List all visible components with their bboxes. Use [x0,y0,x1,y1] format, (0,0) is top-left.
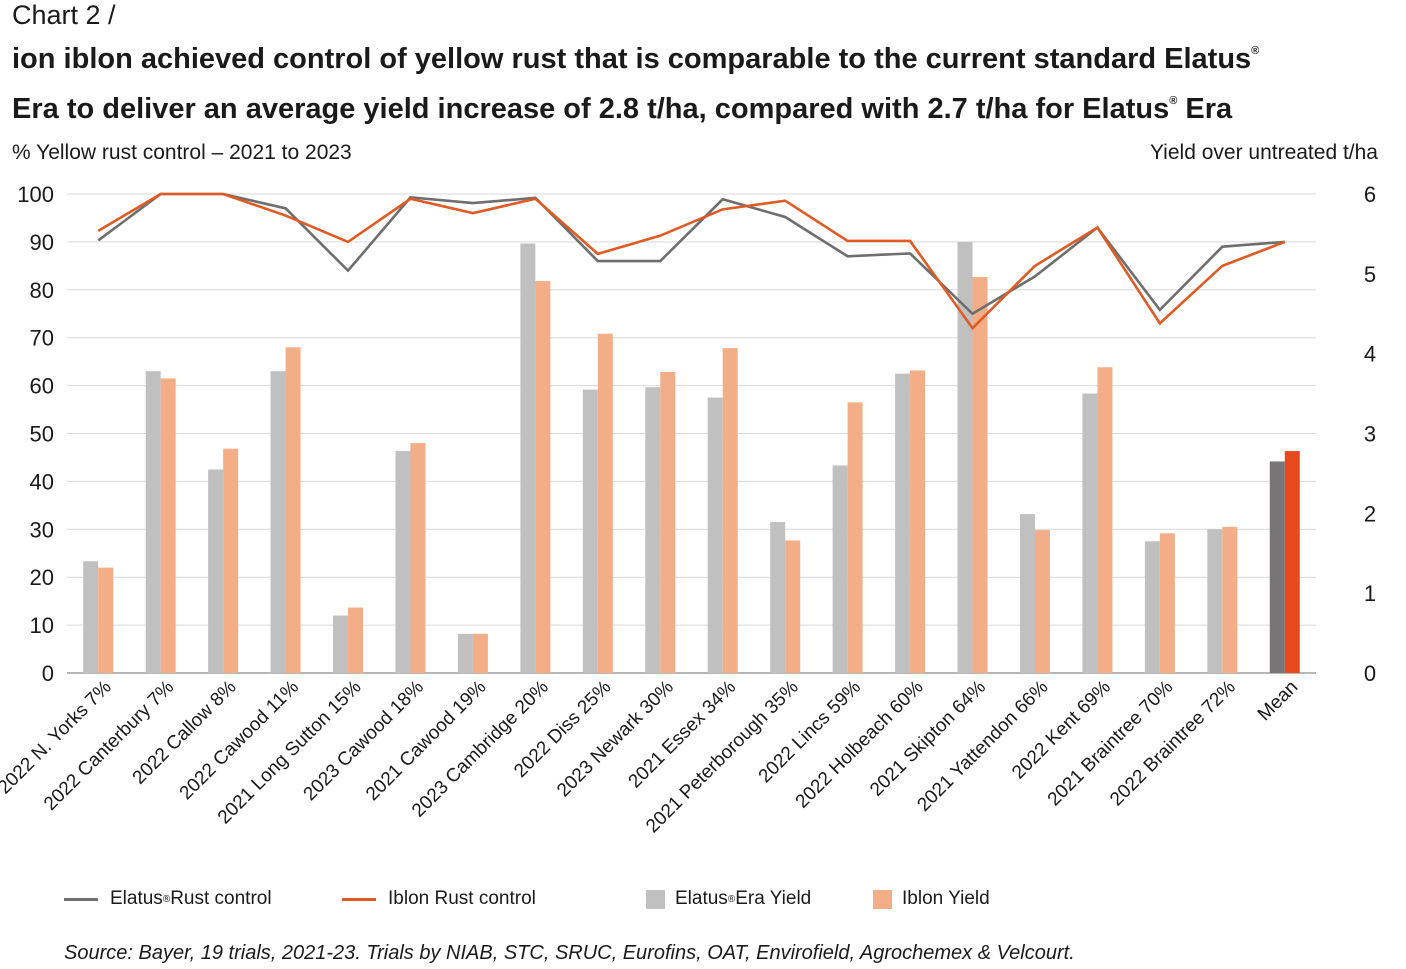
registered-mark: ® [162,893,171,905]
bar-iblon-yield [223,448,239,673]
left-tick-label: 100 [17,182,54,207]
legend-elatus-yield: Elatus ® Era Yield [646,888,811,910]
bar-iblon-yield [847,402,863,673]
registered-mark: ® [1251,45,1260,57]
left-tick-label: 40 [30,469,54,494]
legend-swatch-iblon-line [342,897,376,901]
right-tick-label: 1 [1364,581,1376,606]
left-tick-label: 0 [42,661,54,686]
bar-iblon-yield [597,333,613,673]
bar-elatus-yield [83,561,99,673]
bar-iblon-yield [1222,526,1238,673]
right-tick-label: 6 [1364,182,1376,207]
chart-title-text-2: Era to deliver an average yield increase… [12,93,1170,125]
combo-chart: 0 10 20 30 40 50 60 70 80 90 100 0 1 2 3 4 5 6 2022 N. Yor… [0,182,1376,837]
legend-label-elatus-rust-b: Rust control [170,888,272,909]
bar-elatus-yield [270,371,286,673]
bar-elatus-yield [395,451,411,673]
legend-swatch-iblon-bar [873,889,892,909]
chart-title-line-1: ion iblon achieved control of yellow rus… [12,30,1402,80]
left-tick-label: 80 [30,278,54,303]
category-label: Mean [1254,677,1302,725]
right-tick-label: 0 [1364,661,1376,686]
chart-title-line-2: Era to deliver an average yield increase… [12,80,1402,130]
category-label: 2021 Essex 34% [625,677,741,793]
left-tick-label: 50 [30,422,54,447]
legend-swatch-elatus-bar [646,889,665,909]
bar-elatus-yield [520,243,536,673]
line-iblon-rust-control [97,192,1286,331]
legend-swatch-elatus-line [64,897,98,901]
bar-elatus-yield [145,371,161,673]
legend-label-iblon-rust: Iblon Rust control [388,888,536,909]
bar-elatus-yield [645,387,661,673]
category-label: 2023 Cawood 18% [300,677,428,805]
bar-iblon-yield [660,372,676,673]
legend-iblon-rust-control: Iblon Rust control [342,888,536,910]
chart-number: Chart 2 / [12,0,116,30]
bar-iblon-yield [472,633,488,673]
bar-elatus-yield [957,241,973,673]
bar-elatus-yield [333,615,349,673]
registered-mark: ® [727,893,736,905]
left-tick-label: 90 [30,230,54,255]
left-axis-label: % Yellow rust control – 2021 to 2023 [12,141,352,164]
legend-label-elatus-rust-a: Elatus [110,888,163,909]
chart-title-text-1: ion iblon achieved control of yellow rus… [12,43,1252,75]
bar-iblon-yield [1097,367,1113,673]
bar-iblon-yield [160,378,176,673]
right-tick-label: 4 [1364,342,1376,367]
left-tick-label: 70 [30,326,54,351]
legend-label-elatus-yield-b: Era Yield [735,888,812,909]
category-label: 2022 N. Yorks 7% [0,677,116,799]
right-tick-label: 2 [1364,501,1376,526]
legend-label-iblon-yield: Iblon Yield [902,888,990,909]
right-axis-label: Yield over untreated t/ha [1149,141,1378,164]
category-label: 2022 Braintree 72% [1106,677,1240,811]
left-tick-label: 60 [30,374,54,399]
bar-iblon-yield [98,567,114,673]
bar-iblon-yield [785,540,801,673]
category-label: 2021 Cawood 19% [362,677,490,805]
legend-elatus-rust-control: Elatus ® Rust control [64,888,272,910]
bar-iblon-yield [722,348,738,673]
bar-elatus-yield [1269,461,1285,673]
bar-iblon-yield [1159,533,1175,673]
bar-iblon-yield [1284,451,1300,673]
bar-elatus-yield [1207,529,1223,673]
left-tick-label: 10 [30,613,54,638]
bar-iblon-yield [910,370,926,673]
left-tick-label: 20 [30,565,54,590]
bar-elatus-yield [457,633,473,673]
bar-iblon-yield [535,281,551,673]
bar-elatus-yield [707,397,723,673]
bar-elatus-yield [582,389,598,673]
bar-elatus-yield [770,522,786,673]
bar-elatus-yield [1082,393,1098,673]
bar-iblon-yield [410,443,426,673]
left-tick-label: 30 [30,517,54,542]
bar-elatus-yield [1019,514,1035,673]
bar-iblon-yield [285,347,301,673]
right-tick-label: 3 [1364,422,1376,447]
bar-elatus-yield [895,373,911,673]
category-label: 2022 Cawood 11% [176,677,303,804]
bar-elatus-yield [1144,541,1160,673]
category-label: 2023 Newark 30% [553,677,678,802]
chart-title-block: Chart 2 / ion iblon achieved control of … [12,0,1402,130]
right-tick-label: 5 [1364,262,1376,287]
chart-title-text-3: Era [1177,93,1233,125]
bar-iblon-yield [348,607,364,673]
bar-iblon-yield [972,277,988,673]
legend-label-elatus-yield-a: Elatus [675,888,728,909]
bar-elatus-yield [208,469,224,673]
registered-mark: ® [1169,95,1178,107]
category-label: 2021 Skipton 64% [866,677,990,801]
source-note: Source: Bayer, 19 trials, 2021-23. Trial… [64,942,1075,964]
bar-iblon-yield [1034,530,1050,673]
bar-elatus-yield [832,465,848,673]
legend-iblon-yield: Iblon Yield [873,888,990,910]
